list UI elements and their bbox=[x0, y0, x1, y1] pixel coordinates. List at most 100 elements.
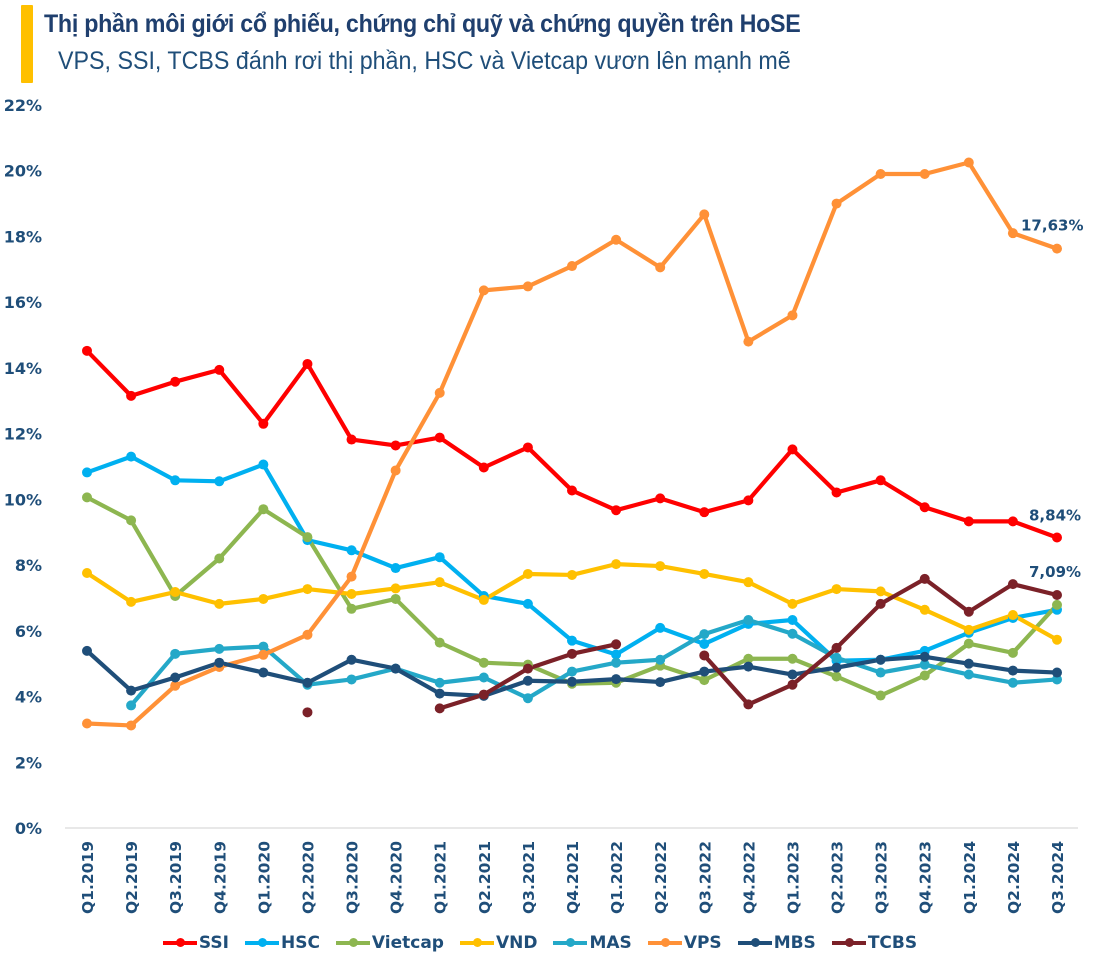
data-point-vietcap bbox=[258, 504, 269, 515]
x-tick-label: Q3.2023 bbox=[873, 841, 891, 914]
data-point-vietcap bbox=[1052, 599, 1062, 610]
series-line-tcbs bbox=[702, 576, 1060, 707]
data-point-mas bbox=[567, 666, 577, 677]
data-point-mbs bbox=[743, 661, 754, 672]
x-tick-label: Q3.2021 bbox=[520, 841, 538, 914]
data-point-ssi bbox=[831, 487, 842, 498]
data-point-ssi bbox=[919, 502, 930, 513]
data-point-mas bbox=[919, 659, 930, 670]
data-point-vnd bbox=[346, 589, 357, 600]
data-point-mas bbox=[1052, 674, 1062, 685]
series-points bbox=[82, 157, 1062, 731]
data-point-mas bbox=[170, 648, 181, 659]
line-chart: 0%2%4%6%8%10%12%14%16%18%20%22% Q1.2019 Q… bbox=[4, 96, 1084, 914]
data-labels: 17,63% 8,84% 7,09% bbox=[1021, 217, 1083, 581]
data-point-vnd bbox=[522, 568, 533, 579]
y-tick-label: 6% bbox=[15, 622, 42, 641]
legend-dot-icon bbox=[844, 938, 854, 947]
legend-item-vietcap: Vietcap bbox=[335, 933, 444, 953]
data-point-ssi bbox=[126, 390, 137, 401]
series-line-ssi bbox=[84, 348, 1060, 540]
data-point-vps bbox=[390, 465, 401, 476]
title-accent-bar bbox=[21, 5, 33, 83]
data-point-mbs bbox=[434, 688, 445, 699]
x-tick-label: Q1.2019 bbox=[79, 841, 97, 914]
data-point-ssi bbox=[1052, 532, 1062, 543]
legend-label: HSC bbox=[280, 933, 320, 953]
legend-line-marker-icon bbox=[553, 938, 588, 947]
data-point-vietcap bbox=[963, 638, 974, 649]
data-point-vps bbox=[787, 310, 798, 321]
x-tick-label: Q3.2022 bbox=[696, 841, 714, 914]
data-point-mbs bbox=[302, 677, 313, 688]
data-point-vps bbox=[743, 336, 754, 347]
data-point-mbs bbox=[126, 685, 137, 696]
data-point-vietcap bbox=[478, 657, 489, 668]
data-point-mbs bbox=[831, 662, 842, 673]
data-point-vps bbox=[831, 198, 842, 209]
data-point-mbs bbox=[655, 677, 666, 688]
data-point-mbs bbox=[611, 674, 622, 685]
data-point-vps bbox=[434, 387, 445, 398]
x-tick-label: Q2.2022 bbox=[652, 841, 670, 914]
data-point-ssi bbox=[787, 444, 798, 455]
data-point-vps bbox=[875, 169, 886, 180]
x-tick-label: Q4.2021 bbox=[564, 841, 582, 914]
data-point-vps bbox=[258, 649, 269, 660]
data-point-mbs bbox=[214, 657, 225, 668]
x-tick-label: Q4.2019 bbox=[211, 841, 229, 914]
y-tick-label: 18% bbox=[4, 227, 42, 246]
data-point-vps bbox=[1007, 228, 1018, 239]
data-point-ssi bbox=[434, 432, 445, 443]
legend-dot-icon bbox=[175, 938, 185, 947]
x-tick-label: Q2.2023 bbox=[829, 841, 847, 914]
data-point-vietcap bbox=[875, 690, 886, 701]
legend-label: Vietcap bbox=[371, 933, 444, 953]
legend-item-ssi: SSI bbox=[162, 933, 229, 953]
data-point-vnd bbox=[214, 598, 225, 609]
x-tick-label: Q1.2024 bbox=[961, 841, 979, 914]
data-point-vnd bbox=[919, 604, 930, 615]
data-point-vnd bbox=[170, 587, 181, 598]
x-tick-label: Q3.2024 bbox=[1049, 841, 1067, 914]
data-point-mas bbox=[214, 643, 225, 654]
legend-dot-icon bbox=[257, 938, 267, 947]
data-point-hsc bbox=[655, 622, 666, 633]
legend-line-marker-icon bbox=[737, 938, 772, 947]
data-point-hsc bbox=[699, 638, 710, 649]
data-point-vnd bbox=[478, 594, 489, 605]
data-point-hsc bbox=[522, 598, 533, 609]
data-point-vps bbox=[302, 629, 313, 640]
data-point-vps bbox=[1052, 243, 1062, 254]
legend-dot-icon bbox=[348, 938, 358, 947]
data-point-hsc bbox=[346, 545, 357, 556]
data-point-ssi bbox=[743, 495, 754, 506]
data-label-vps: 17,63% bbox=[1021, 217, 1083, 235]
data-point-vnd bbox=[82, 567, 92, 578]
data-point-ssi bbox=[655, 493, 666, 504]
data-point-ssi bbox=[963, 516, 974, 527]
data-label-tcbs: 7,09% bbox=[1029, 563, 1081, 581]
data-point-ssi bbox=[390, 440, 401, 451]
data-point-mas bbox=[831, 652, 842, 663]
data-point-mbs bbox=[258, 667, 269, 678]
data-point-tcbs bbox=[699, 650, 710, 661]
data-point-vnd bbox=[743, 577, 754, 588]
data-point-vnd bbox=[434, 577, 445, 588]
legend-line-marker-icon bbox=[831, 938, 866, 947]
x-tick-label: Q2.2024 bbox=[1005, 841, 1023, 914]
legend-item-mas: MAS bbox=[553, 933, 632, 953]
data-point-ssi bbox=[346, 434, 357, 445]
data-point-mas bbox=[787, 628, 798, 639]
data-point-tcbs bbox=[1052, 589, 1062, 600]
data-point-hsc bbox=[567, 635, 577, 646]
x-tick-label: Q2.2021 bbox=[476, 841, 494, 914]
legend-dot-icon bbox=[660, 938, 670, 947]
y-tick-label: 12% bbox=[4, 425, 42, 444]
x-tick-label: Q1.2020 bbox=[255, 841, 273, 914]
y-tick-label: 2% bbox=[15, 753, 42, 772]
data-point-vps bbox=[919, 169, 930, 180]
data-point-vnd bbox=[699, 568, 710, 579]
data-point-tcbs bbox=[875, 598, 886, 609]
data-point-hsc bbox=[390, 563, 401, 574]
